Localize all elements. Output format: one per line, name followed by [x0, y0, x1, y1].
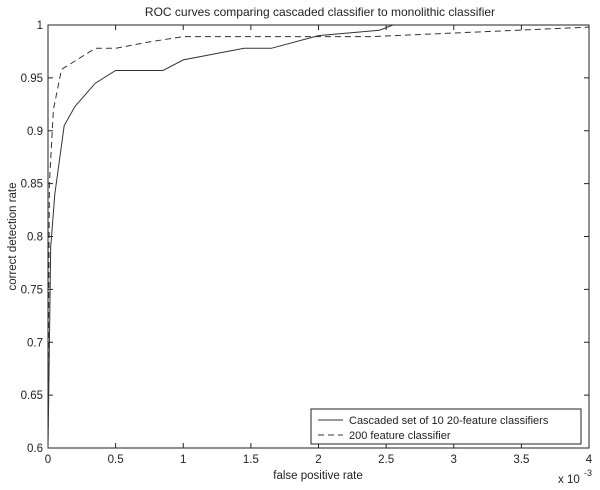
y-tick-label: 0.65: [21, 390, 43, 402]
x-axis-label: false positive rate: [273, 470, 363, 482]
y-tick-label: 0.7: [27, 337, 43, 349]
x-tick-label: 1.5: [243, 454, 259, 466]
x-tick-label: 0: [45, 454, 51, 466]
y-tick-label: 0.85: [21, 179, 43, 191]
x-tick-label: 3: [451, 454, 457, 466]
y-axis-label: correct detection rate: [7, 182, 19, 290]
legend-label-200-feature: 200 feature classifier: [349, 430, 451, 442]
legend: Cascaded set of 10 20-feature classifier…: [310, 408, 582, 445]
series-line-200-feature: [47, 26, 590, 449]
axis-ticks: 0 0.5 1 1.5 2 2.5 3 3.5 4 0.6 0.65 0.7 0.75 0.8 0.85 0.…: [21, 20, 593, 466]
y-tick-label: 0.8: [27, 232, 43, 244]
x-tick-label: 2.5: [378, 454, 394, 466]
y-tick-label: 1: [37, 20, 43, 32]
y-tick-label: 0.6: [27, 443, 43, 455]
axes: [47, 24, 590, 449]
x-multiplier-exponent: -3: [584, 468, 592, 478]
y-tick-label: 0.75: [21, 284, 43, 296]
plot-area-frame: [47, 24, 590, 449]
x-tick-label: 3.5: [513, 454, 529, 466]
x-multiplier-base: x 10: [558, 474, 580, 486]
y-tick-label: 0.9: [27, 126, 43, 138]
x-tick-label: 0.5: [108, 454, 124, 466]
series-line-cascaded: [47, 24, 394, 449]
legend-label-cascaded: Cascaded set of 10 20-feature classifier…: [349, 415, 549, 427]
series-lines: [47, 24, 590, 449]
legend-box: [310, 408, 582, 445]
x-tick-label: 1: [180, 454, 186, 466]
x-tick-label: 2: [315, 454, 321, 466]
y-tick-label: 0.95: [21, 73, 43, 85]
x-axis-multiplier: x 10 -3: [558, 468, 592, 486]
x-tick-label: 4: [586, 454, 593, 466]
chart-title: ROC curves comparing cascaded classifier…: [145, 5, 495, 19]
